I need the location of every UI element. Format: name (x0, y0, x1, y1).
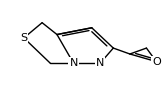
Text: N: N (69, 58, 78, 68)
Text: S: S (20, 33, 27, 43)
Text: O: O (152, 57, 161, 67)
Text: N: N (96, 58, 104, 68)
